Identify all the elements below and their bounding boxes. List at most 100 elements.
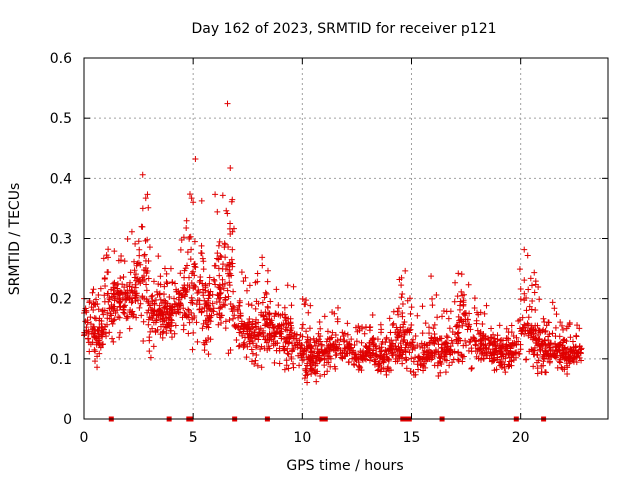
data-point [557,356,564,363]
data-point [94,335,101,342]
data-point [340,333,347,340]
data-point [249,350,256,357]
data-point [90,286,97,293]
data-point [522,322,529,329]
data-point [140,337,147,344]
data-point [196,278,203,285]
data-point [458,316,465,323]
data-point [372,358,379,365]
data-point [276,360,283,367]
data-point [533,336,540,343]
data-point [414,342,421,349]
data-point [127,289,134,296]
data-point [387,329,394,336]
data-point [542,349,549,356]
data-point [560,326,567,333]
data-point [191,261,198,268]
data-point [409,346,416,353]
data-point [306,325,313,332]
data-point [153,316,160,323]
data-point [281,314,288,321]
data-point [512,349,519,356]
data-point [363,344,370,351]
data-point [166,293,173,300]
chart-title: Day 162 of 2023, SRMTID for receiver p12… [191,21,496,37]
data-point [220,285,227,292]
data-point [341,345,348,352]
data-point [422,364,429,371]
data-point [283,362,290,369]
data-point [141,251,148,258]
data-point [300,356,307,363]
data-point [120,309,127,316]
data-point [401,328,408,335]
data-point [473,320,480,327]
data-point [305,309,312,316]
data-point [309,355,316,362]
data-point [159,329,166,336]
data-point [308,348,315,355]
data-point [259,262,266,269]
y-tick-label: 0 [63,412,72,428]
data-point [294,342,301,349]
data-point [102,330,109,337]
data-point [214,250,221,257]
data-point [126,325,133,332]
data-point [378,341,385,348]
data-point [97,285,104,292]
data-point [114,285,121,292]
data-point [455,350,462,357]
data-point [468,365,475,372]
data-point [241,342,248,349]
data-point [281,304,288,311]
data-point [436,354,443,361]
data-point [318,355,325,362]
data-point [117,297,124,304]
data-point [192,264,199,271]
data-point [402,347,409,354]
data-point [321,362,328,369]
data-point [210,305,217,312]
data-point [223,207,230,214]
data-point [251,329,258,336]
data-point [188,195,195,202]
data-point [510,332,517,339]
data-point [222,325,229,332]
data-point [185,306,192,313]
data-point [530,363,537,370]
data-point [221,244,228,251]
data-point [219,192,226,199]
data-point [468,348,475,355]
data-point [111,297,118,304]
data-point [200,292,207,299]
data-point [264,267,271,274]
data-point [270,330,277,337]
data-point [94,364,101,371]
data-point [141,252,148,259]
data-point [198,308,205,315]
data-point [126,283,133,290]
data-point [534,365,541,372]
data-point [471,295,478,302]
data-point [415,366,422,373]
data-point [408,321,415,328]
data-point [94,353,101,360]
data-point [344,320,351,327]
data-point [121,290,128,297]
data-point [369,312,376,319]
data-point [131,258,138,265]
data-point [399,351,406,358]
data-point [270,340,277,347]
data-point [415,358,422,365]
data-point [89,339,96,346]
data-point [447,347,454,354]
data-point [559,365,566,372]
data-point [473,338,480,345]
data-point [260,327,267,334]
data-point [426,340,433,347]
data-point [493,366,500,373]
data-point [234,306,241,313]
data-point [446,325,453,332]
data-point [110,338,117,345]
data-point [233,337,240,344]
